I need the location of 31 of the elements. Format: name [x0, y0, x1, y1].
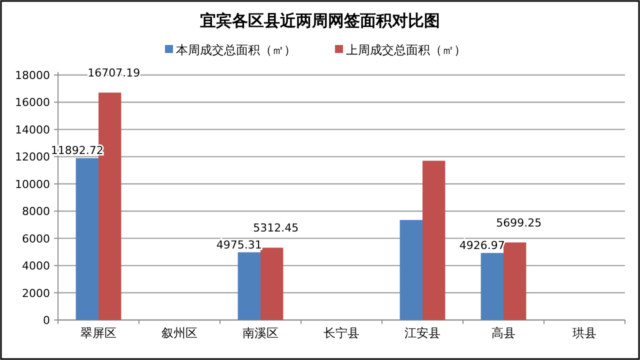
x-tick-label: 高县: [492, 326, 516, 340]
y-tick-label: 18000: [15, 69, 50, 82]
y-tick-label: 4000: [22, 260, 50, 273]
y-tick-label: 2000: [22, 286, 50, 300]
x-tick-label: 珙县: [572, 326, 596, 340]
bar: [504, 242, 526, 320]
y-tick-label: 6000: [22, 232, 50, 246]
bar: [238, 252, 260, 320]
x-tick-label: 翠屏区: [80, 326, 116, 340]
x-tick-label: 南溪区: [242, 326, 278, 340]
legend-label: 上周成交总面积（㎡）: [346, 43, 466, 57]
bar: [400, 220, 422, 320]
x-tick-label: 江安县: [404, 326, 440, 340]
data-label: 4975.31: [216, 238, 262, 252]
data-label: 5699.25: [496, 216, 542, 230]
x-tick-label: 长宁县: [324, 326, 360, 340]
y-tick-label: 16000: [15, 96, 50, 110]
y-tick-label: 12000: [15, 150, 50, 164]
y-tick-label: 8000: [22, 205, 50, 218]
x-tick-label: 叙州区: [162, 326, 198, 340]
chart-title: 宜宾各区县近两周网签面积对比图: [200, 11, 440, 30]
data-label: 5312.45: [253, 222, 299, 235]
bar: [76, 158, 98, 320]
y-tick-label: 14000: [15, 123, 50, 136]
data-label: 16707.19: [88, 66, 140, 80]
bar: [422, 160, 446, 320]
y-tick-label: 0: [43, 314, 50, 327]
bar: [260, 248, 284, 320]
y-tick-label: 10000: [15, 178, 50, 191]
legend-label: 本周成交总面积（㎡）: [176, 43, 296, 57]
bar: [480, 252, 504, 320]
